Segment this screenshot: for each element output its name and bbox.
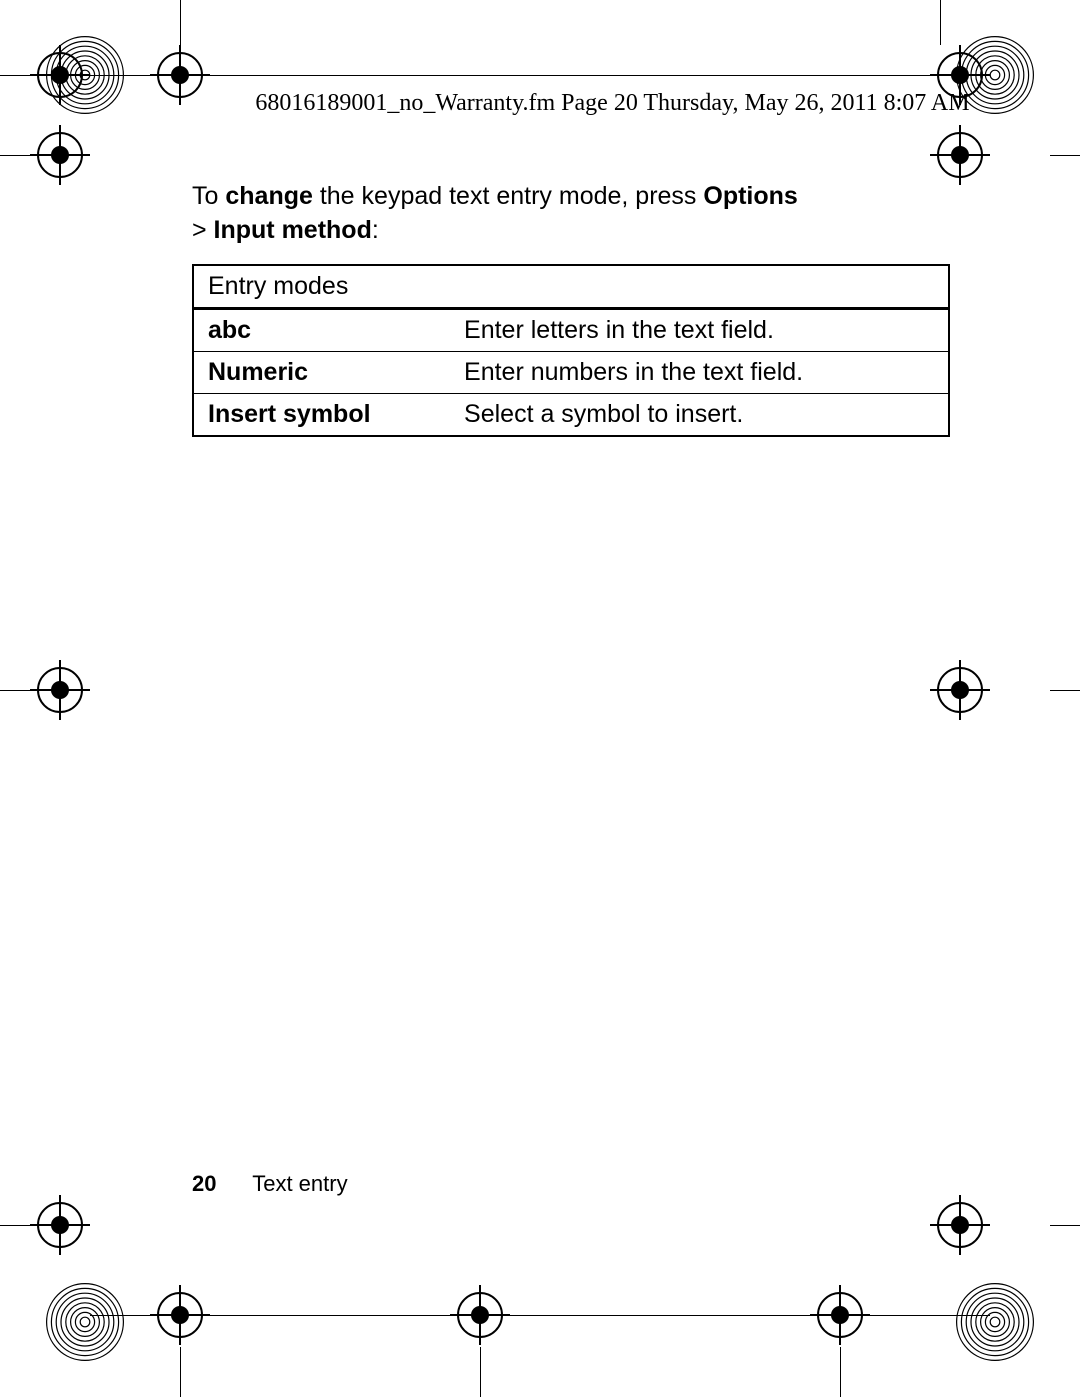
entry-mode-name: abc [193, 308, 450, 351]
crop-line [480, 1347, 481, 1397]
spiral-ornament-icon [955, 1282, 1035, 1362]
page-content: To change the keypad text entry mode, pr… [192, 180, 950, 437]
intro-text: : [372, 216, 379, 244]
document-header: 68016189001_no_Warranty.fm Page 20 Thurs… [220, 90, 1005, 117]
table-row: Insert symbolSelect a symbol to insert. [193, 393, 949, 436]
intro-bold: Input method [214, 216, 372, 244]
entry-mode-desc: Enter numbers in the text field. [450, 351, 949, 393]
crop-line [940, 0, 941, 45]
table-header: Entry modes [193, 265, 949, 309]
intro-bold: Options [703, 182, 797, 210]
registration-mark-icon [930, 660, 990, 720]
crop-line [1050, 690, 1080, 691]
entry-mode-desc: Enter letters in the text field. [450, 308, 949, 351]
section-title: Text entry [252, 1171, 347, 1196]
entry-mode-name: Insert symbol [193, 393, 450, 436]
crop-line [1050, 155, 1080, 156]
crop-line [180, 1347, 181, 1397]
crop-line [840, 1347, 841, 1397]
registration-mark-icon [930, 1195, 990, 1255]
registration-mark-icon [930, 125, 990, 185]
crop-line [0, 155, 30, 156]
intro-text: > [192, 216, 214, 244]
intro-text: To [192, 182, 225, 210]
intro-bold: change [225, 182, 313, 210]
crop-line [0, 75, 150, 76]
registration-mark-icon [30, 660, 90, 720]
crop-line [90, 1315, 990, 1316]
registration-mark-icon [30, 1195, 90, 1255]
crop-line [0, 1225, 30, 1226]
entry-mode-desc: Select a symbol to insert. [450, 393, 949, 436]
page-number: 20 [192, 1171, 216, 1196]
registration-mark-icon [30, 125, 90, 185]
intro-text: the keypad text entry mode, press [313, 182, 703, 210]
entry-mode-name: Numeric [193, 351, 450, 393]
crop-line [210, 75, 970, 76]
spiral-ornament-icon [45, 1282, 125, 1362]
crop-line [1050, 1225, 1080, 1226]
table-row: abcEnter letters in the text field. [193, 308, 949, 351]
table-row: NumericEnter numbers in the text field. [193, 351, 949, 393]
registration-mark-icon [150, 45, 210, 105]
intro-paragraph: To change the keypad text entry mode, pr… [192, 180, 950, 248]
crop-line [0, 690, 30, 691]
entry-modes-table: Entry modes abcEnter letters in the text… [192, 264, 950, 437]
page-footer: 20 Text entry [192, 1171, 348, 1197]
crop-line [180, 0, 181, 45]
